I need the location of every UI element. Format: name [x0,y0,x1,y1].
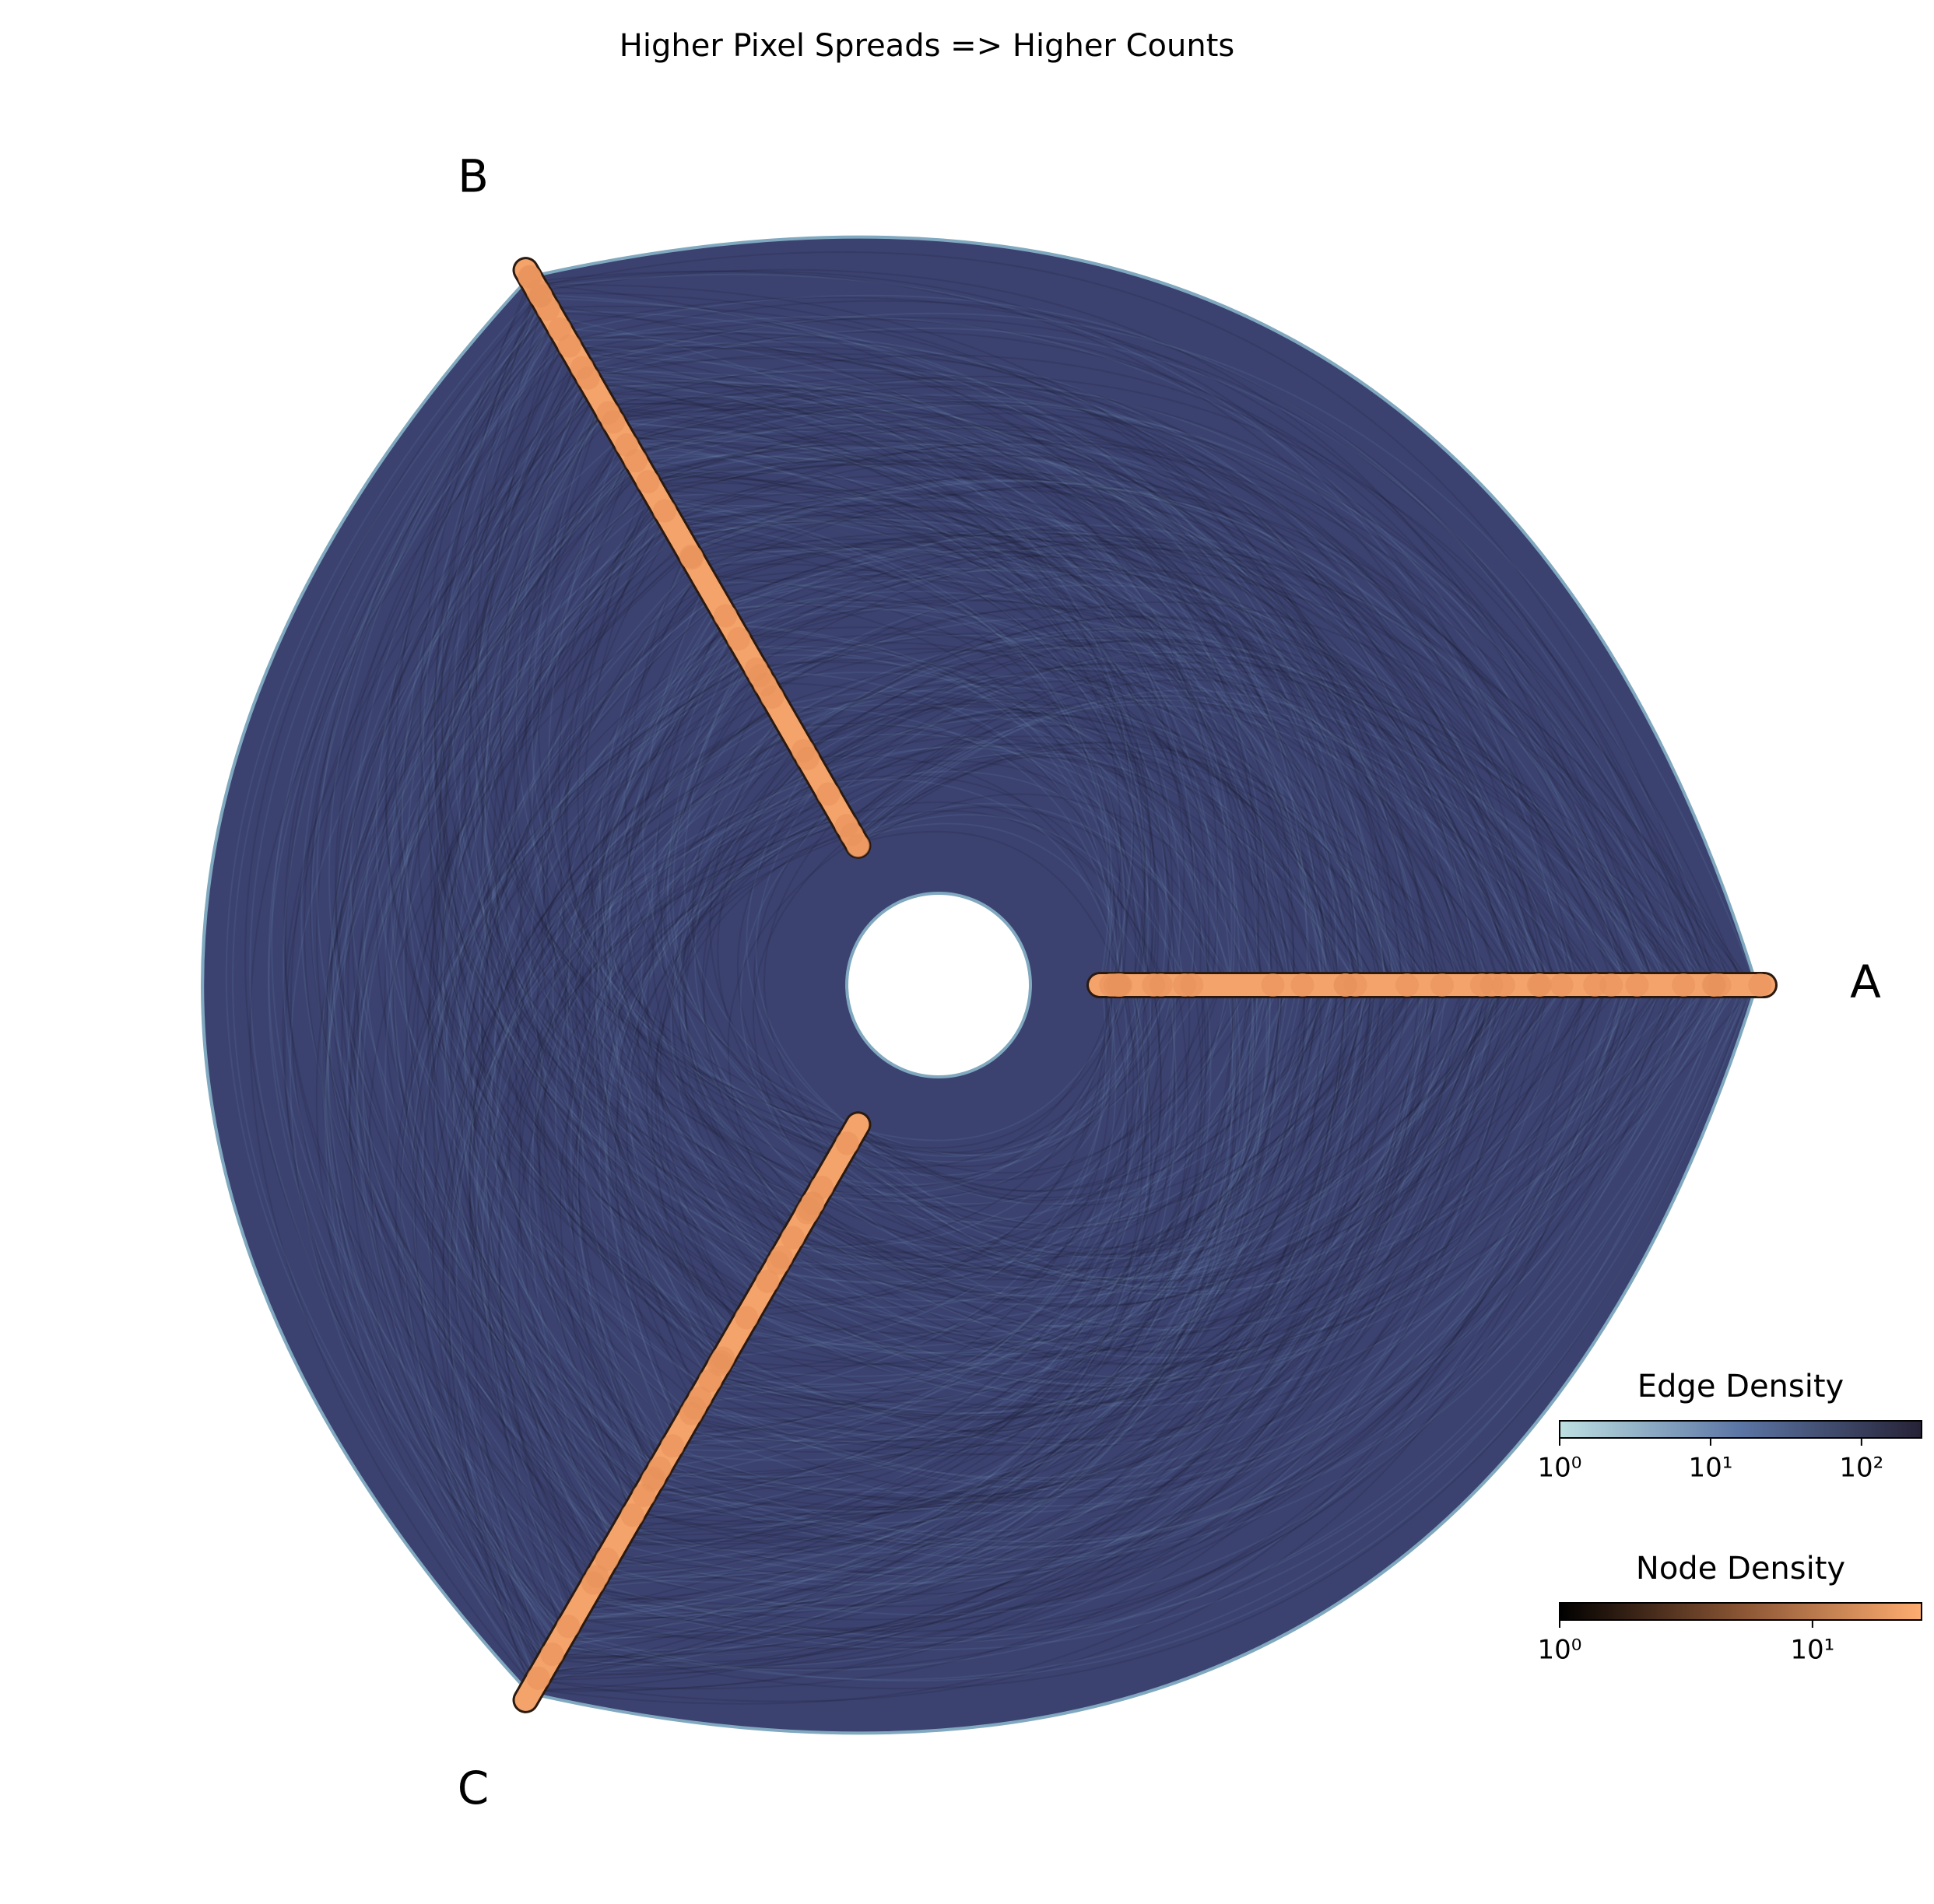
colorbar [1559,1602,1922,1621]
colorbar-title: Edge Density [1637,1369,1844,1404]
axis-label: B [458,149,489,202]
chart-title: Higher Pixel Spreads => Higher Counts [620,28,1234,64]
axis-label: A [1850,956,1881,1008]
colorbar [1559,1420,1922,1439]
hive-plot: A B C [201,149,1881,1815]
colorbar-title: Node Density [1636,1551,1845,1587]
colorbar-tick-label: 10² [1839,1453,1883,1484]
colorbars: Edge Density 10⁰ 10¹ 10² Node Density 10⁰ 10¹ [1538,1369,1922,1666]
colorbar-tick-label: 10¹ [1790,1635,1834,1666]
axis-label: C [458,1762,490,1815]
edge-envelope [201,235,1759,1735]
colorbar-tick-label: 10⁰ [1538,1635,1582,1666]
colorbar-tick-label: 10⁰ [1538,1453,1582,1484]
colorbar-tick-label: 10¹ [1688,1453,1732,1484]
